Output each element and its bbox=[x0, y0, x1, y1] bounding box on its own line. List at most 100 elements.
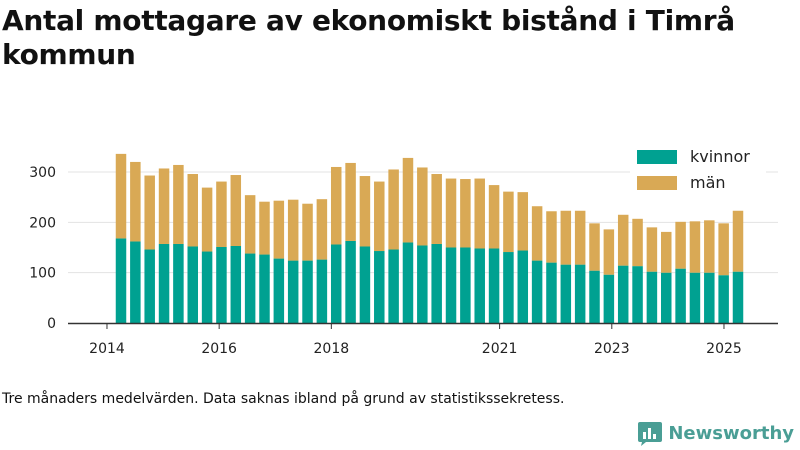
bar-man bbox=[603, 229, 615, 275]
bar-man bbox=[474, 178, 485, 249]
bar-kvinnor bbox=[259, 254, 270, 323]
bar-man bbox=[718, 223, 729, 276]
bar-kvinnor bbox=[345, 240, 356, 323]
bar-man bbox=[244, 195, 256, 254]
bar-man bbox=[144, 175, 155, 250]
bar-man bbox=[661, 231, 672, 273]
bar-kvinnor bbox=[417, 245, 428, 323]
bar-kvinnor bbox=[589, 270, 600, 323]
bar-kvinnor bbox=[531, 260, 543, 323]
bar-kvinnor bbox=[187, 246, 198, 323]
bar-man bbox=[417, 167, 428, 246]
x-tick-label: 2016 bbox=[201, 341, 237, 357]
bar-kvinnor bbox=[158, 243, 170, 323]
bar-kvinnor bbox=[732, 271, 744, 323]
bar-man bbox=[503, 191, 514, 253]
legend: kvinnor män bbox=[630, 142, 766, 198]
bar-man bbox=[201, 187, 213, 252]
y-tick-label: 0 bbox=[47, 316, 56, 332]
bar-man bbox=[158, 168, 170, 244]
x-tick-label: 2018 bbox=[314, 341, 350, 357]
x-tick-label: 2025 bbox=[706, 341, 742, 357]
bar-man bbox=[617, 214, 629, 266]
bar-man bbox=[359, 176, 371, 247]
bar-kvinnor bbox=[704, 272, 715, 323]
bar-man bbox=[431, 174, 442, 244]
bar-man bbox=[259, 201, 270, 255]
bar-kvinnor bbox=[216, 246, 227, 323]
bar-kvinnor bbox=[445, 247, 457, 323]
bar-man bbox=[345, 162, 356, 241]
chart-caption: Tre månaders medelvärden. Data saknas ib… bbox=[2, 391, 565, 407]
bar-kvinnor bbox=[144, 249, 155, 323]
bar-kvinnor bbox=[359, 246, 371, 323]
newsworthy-logo-icon bbox=[638, 422, 663, 446]
bar-kvinnor bbox=[388, 249, 399, 323]
bar-kvinnor bbox=[675, 268, 686, 323]
bar-kvinnor bbox=[230, 245, 242, 323]
bar-man bbox=[675, 221, 686, 269]
bar-man bbox=[704, 220, 715, 273]
bar-man bbox=[402, 157, 414, 243]
bar-kvinnor bbox=[287, 260, 299, 323]
brand-logo: Newsworthy bbox=[637, 420, 794, 446]
bar-kvinnor bbox=[488, 248, 500, 323]
bar-kvinnor bbox=[546, 262, 557, 323]
bar-kvinnor bbox=[402, 242, 414, 323]
bar-kvinnor bbox=[273, 258, 285, 323]
bar-man bbox=[187, 174, 198, 247]
bar-man bbox=[445, 178, 457, 248]
bar-man bbox=[230, 175, 242, 246]
bar-man bbox=[560, 210, 572, 265]
bar-man bbox=[488, 185, 500, 249]
y-axis: 0 100 200 300 bbox=[29, 165, 56, 332]
bar-man bbox=[316, 199, 328, 260]
stacked-bar-chart: 0 100 200 300 2014 2016 2018 2021 2023 2025 kvin… bbox=[29, 142, 778, 357]
bar-man bbox=[173, 164, 184, 244]
bar-kvinnor bbox=[632, 266, 643, 323]
bar-kvinnor bbox=[474, 248, 485, 323]
bar-kvinnor bbox=[316, 259, 328, 323]
bar-kvinnor bbox=[115, 238, 127, 323]
bar-kvinnor bbox=[302, 260, 313, 323]
chart-title: Antal mottagare av ekonomiskt bistånd i … bbox=[2, 4, 735, 71]
brand-name: Newsworthy bbox=[668, 422, 794, 444]
bar-kvinnor bbox=[646, 271, 658, 323]
bar-man bbox=[287, 199, 299, 261]
bar-kvinnor bbox=[574, 264, 586, 323]
y-tick-label: 200 bbox=[29, 215, 56, 231]
bar-man bbox=[130, 161, 141, 242]
bar-kvinnor bbox=[718, 275, 729, 323]
bar-kvinnor bbox=[374, 251, 385, 323]
bar-man bbox=[388, 169, 399, 250]
bar-man bbox=[460, 179, 471, 248]
bar-man bbox=[574, 210, 586, 265]
bar-kvinnor bbox=[431, 243, 442, 323]
bar-man bbox=[216, 181, 227, 247]
x-axis: 2014 2016 2018 2021 2023 2025 bbox=[68, 322, 778, 357]
bar-man bbox=[531, 206, 543, 261]
bar-kvinnor bbox=[689, 272, 701, 323]
bar-kvinnor bbox=[603, 274, 615, 323]
bar-kvinnor bbox=[617, 265, 629, 323]
y-tick-label: 100 bbox=[29, 266, 56, 282]
bar-kvinnor bbox=[560, 264, 572, 323]
bar-kvinnor bbox=[201, 251, 213, 323]
bar-man bbox=[632, 218, 643, 267]
legend-label-kvinnor: kvinnor bbox=[690, 147, 750, 166]
legend-swatch-kvinnor bbox=[637, 150, 677, 164]
bar-kvinnor bbox=[130, 241, 141, 323]
bar-kvinnor bbox=[173, 243, 184, 323]
x-tick-label: 2023 bbox=[594, 341, 630, 357]
bar-man bbox=[646, 227, 658, 272]
bar-man bbox=[517, 192, 529, 251]
bar-man bbox=[273, 200, 285, 259]
bar-man bbox=[115, 153, 127, 239]
bar-kvinnor bbox=[661, 272, 672, 323]
bar-man bbox=[732, 210, 744, 272]
bar-man bbox=[589, 223, 600, 271]
x-tick-label: 2014 bbox=[89, 341, 125, 357]
bar-kvinnor bbox=[244, 253, 256, 323]
bar-man bbox=[546, 211, 557, 263]
bars bbox=[115, 153, 744, 323]
